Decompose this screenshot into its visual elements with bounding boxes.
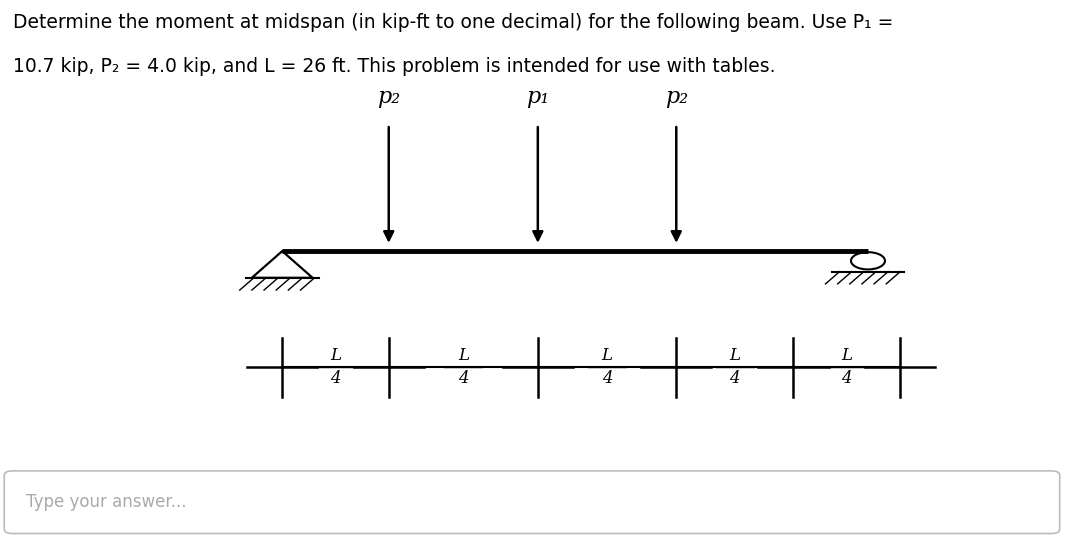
Text: L: L [330,348,341,364]
Text: L: L [458,348,469,364]
Text: 4: 4 [602,370,612,387]
Text: Determine the moment at midspan (in kip-ft to one decimal) for the following bea: Determine the moment at midspan (in kip-… [13,14,894,32]
Text: 4: 4 [330,370,341,387]
Text: L: L [841,348,852,364]
Text: L: L [730,348,740,364]
Text: p₁: p₁ [526,86,550,108]
Text: p₂: p₂ [377,86,400,108]
Text: 10.7 kip, P₂ = 4.0 kip, and L = 26 ft. This problem is intended for use with tab: 10.7 kip, P₂ = 4.0 kip, and L = 26 ft. T… [13,57,775,76]
Text: L: L [602,348,612,364]
Text: p₂: p₂ [665,86,688,108]
FancyBboxPatch shape [4,471,1060,534]
Text: Type your answer...: Type your answer... [26,493,186,511]
Text: 4: 4 [730,370,740,387]
Text: 4: 4 [841,370,852,387]
Text: 4: 4 [458,370,469,387]
